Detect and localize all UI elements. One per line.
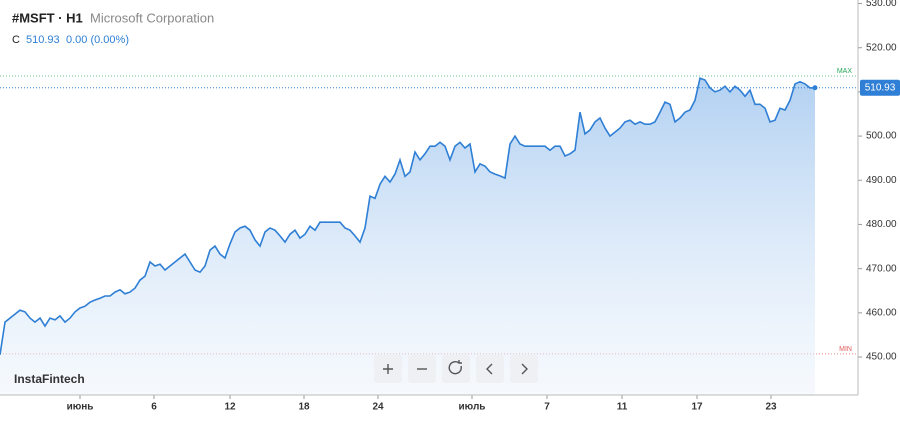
reset[interactable] (442, 355, 470, 383)
x-tick-label: 12 (224, 402, 236, 413)
y-tick-label: 490.00 (866, 175, 897, 186)
scroll-left[interactable] (476, 355, 504, 383)
y-tick-label: 530.00 (866, 0, 897, 9)
y-tick-label: 480.00 (866, 219, 897, 230)
y-tick-label: 500.00 (866, 131, 897, 142)
x-tick-label: июль (459, 402, 486, 413)
x-tick-label: 18 (298, 402, 310, 413)
toolbar (374, 355, 538, 383)
company-name: Microsoft Corporation (90, 10, 214, 25)
area-fill (0, 78, 815, 395)
scroll-right[interactable] (510, 355, 538, 383)
x-tick-label: 23 (765, 402, 777, 413)
x-tick-label: 6 (151, 402, 157, 413)
min-line-label: MIN (839, 346, 852, 353)
symbol: #MSFT · H1 (12, 10, 83, 25)
last-price-box (860, 79, 900, 96)
y-tick-label: 470.00 (866, 263, 897, 274)
x-tick-label: 11 (617, 402, 628, 413)
close-label: C (12, 34, 20, 46)
x-tick-label: июнь (67, 402, 94, 413)
x-tick-label: 7 (544, 402, 550, 413)
y-tick-label: 520.00 (866, 42, 897, 53)
last-point (812, 85, 818, 91)
y-tick-label: 460.00 (866, 307, 897, 318)
brand: InstaFintech (14, 372, 85, 386)
x-tick-label: 24 (372, 402, 384, 413)
x-tick-label: 17 (691, 402, 703, 413)
price-line (0, 77, 816, 355)
toolbar-icons (383, 360, 528, 375)
last-price-label: 510.93 (865, 82, 896, 93)
change: 0.00 (0.00%) (66, 34, 129, 46)
max-line-label: MAX (837, 68, 853, 75)
y-tick-label: 450.00 (866, 352, 897, 363)
close-value: 510.93 (26, 34, 60, 46)
